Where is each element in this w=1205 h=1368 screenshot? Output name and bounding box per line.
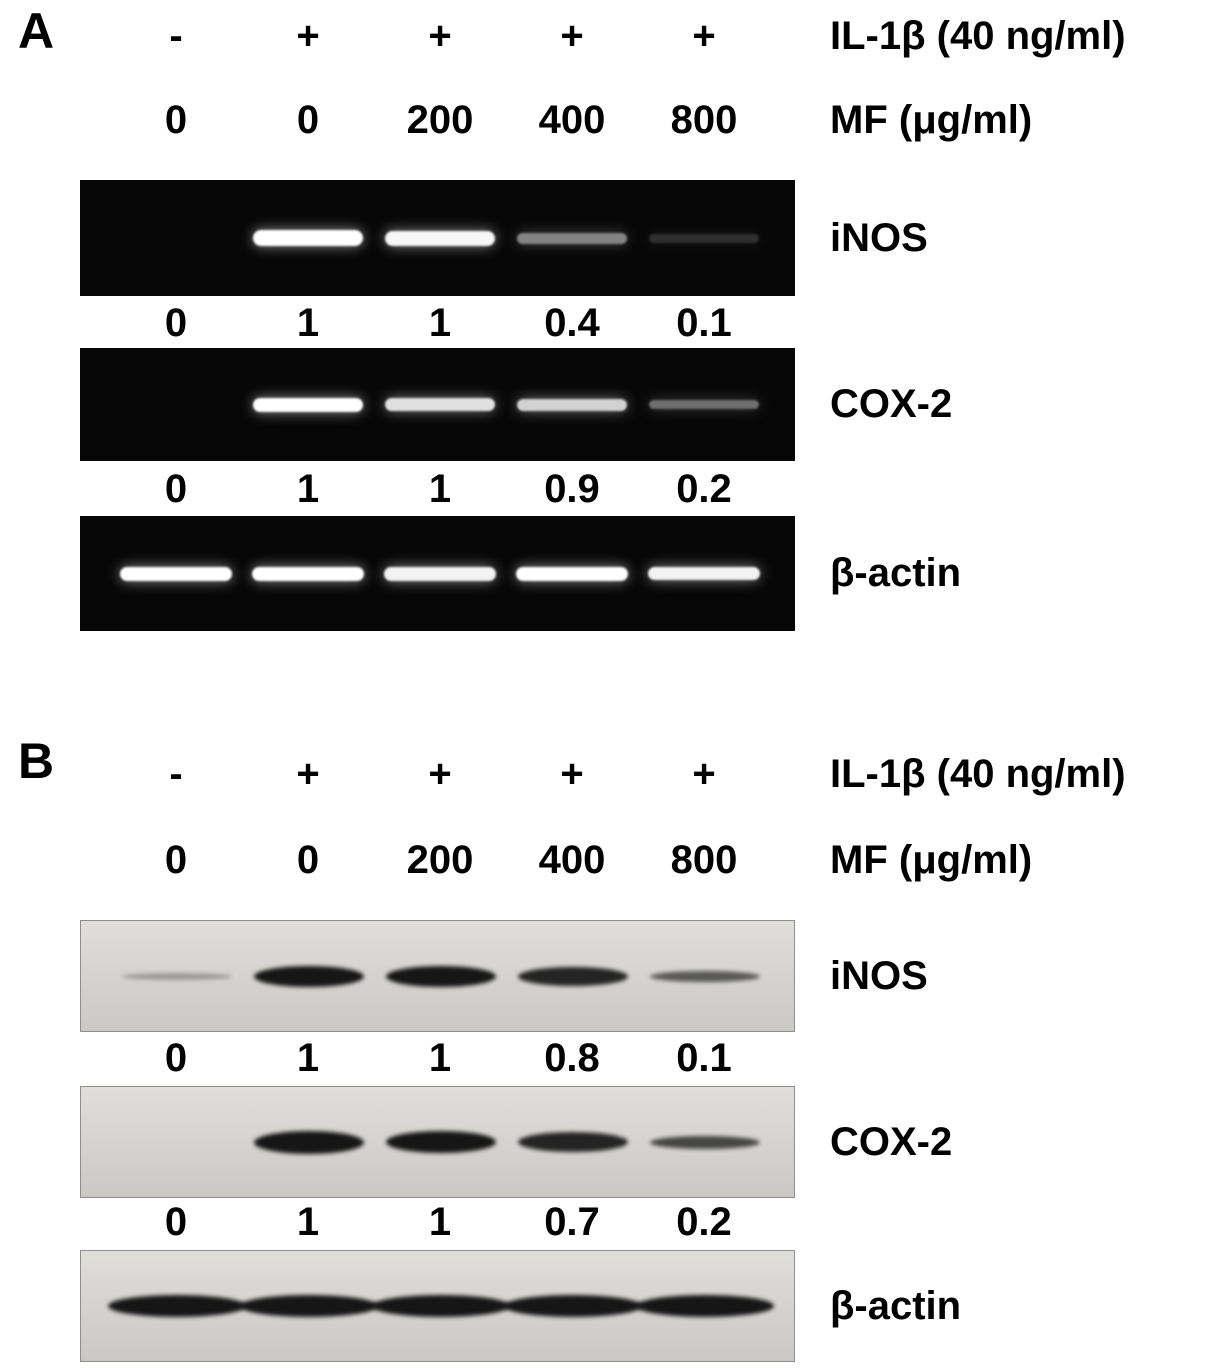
treatment-value: - [169, 14, 183, 58]
blot-label-cox2-a: COX-2 [830, 382, 953, 426]
gel-band [517, 398, 627, 411]
gel-band [386, 1131, 496, 1153]
gel-band [649, 400, 759, 409]
blot-label-cox2-b: COX-2 [830, 1120, 953, 1164]
dose-value: 0 [296, 838, 320, 882]
blot-label-bactin-b: β-actin [830, 1284, 962, 1328]
gel-band [384, 566, 496, 581]
quant-value: 0.9 [544, 467, 600, 511]
quant-values: 0 1 1 0.8 0.1 [110, 1038, 770, 1078]
quant-value: 0.2 [676, 1200, 732, 1244]
dose-value: 400 [538, 98, 606, 142]
dose-value: 200 [406, 838, 474, 882]
quant-value: 1 [296, 467, 320, 511]
il1b-row-label: IL-1β (40 ng/ml) [830, 14, 1126, 58]
treatment-value: + [692, 14, 716, 58]
quant-value: 0.7 [544, 1200, 600, 1244]
treatment-value: + [560, 752, 584, 796]
gel-band [650, 1135, 760, 1149]
quant-value: 0.8 [544, 1036, 600, 1080]
dose-value: 0 [296, 98, 320, 142]
gel-band [504, 1295, 642, 1317]
gel-image-inos-a [80, 180, 795, 296]
gel-band [108, 1295, 246, 1317]
gel-band [253, 230, 363, 246]
dose-value: 800 [670, 98, 738, 142]
panel-b-label: B [18, 733, 55, 789]
gel-band [648, 567, 760, 580]
mf-row-label: MF (μg/ml) [830, 838, 1033, 882]
blot-image-cox2-b [80, 1086, 795, 1198]
quant-values: 0 1 1 0.4 0.1 [110, 303, 770, 343]
quant-value: 0.1 [676, 301, 732, 345]
dose-value: 800 [670, 838, 738, 882]
gel-band [122, 972, 232, 980]
treatment-values: - + + + + [110, 16, 770, 56]
gel-band [516, 566, 628, 581]
treatment-value: + [428, 14, 452, 58]
treatment-value: + [692, 752, 716, 796]
quant-value: 1 [428, 1200, 452, 1244]
mf-row-label: MF (μg/ml) [830, 98, 1033, 142]
gel-band [240, 1295, 378, 1317]
gel-band [252, 566, 364, 581]
blot-image-inos-b [80, 920, 795, 1032]
gel-band [518, 966, 628, 986]
dose-value: 0 [164, 838, 188, 882]
treatment-value: + [560, 14, 584, 58]
gel-band [120, 566, 232, 581]
blot-label-inos-b: iNOS [830, 954, 928, 998]
quant-value: 1 [428, 301, 452, 345]
panel-a-label: A [18, 3, 55, 59]
gel-image-bactin-a [80, 516, 795, 631]
dose-values: 0 0 200 400 800 [110, 840, 770, 880]
quant-value: 0.4 [544, 301, 600, 345]
treatment-value: + [296, 752, 320, 796]
gel-image-cox2-a [80, 348, 795, 461]
treatment-value: + [428, 752, 452, 796]
quant-value: 0.2 [676, 467, 732, 511]
quant-value: 0 [164, 1036, 188, 1080]
gel-band [253, 397, 363, 412]
dose-value: 400 [538, 838, 606, 882]
quant-value: 1 [428, 467, 452, 511]
quant-values: 0 1 1 0.7 0.2 [110, 1202, 770, 1242]
il1b-row-label: IL-1β (40 ng/ml) [830, 752, 1126, 796]
gel-band [372, 1295, 510, 1317]
gel-band [385, 230, 495, 246]
gel-band [254, 1130, 364, 1154]
gel-band [650, 970, 760, 982]
blot-image-bactin-b [80, 1250, 795, 1362]
treatment-value: + [296, 14, 320, 58]
gel-band [517, 232, 627, 244]
dose-value: 200 [406, 98, 474, 142]
gel-band [254, 965, 364, 987]
quant-value: 1 [296, 1036, 320, 1080]
treatment-values: - + + + + [110, 754, 770, 794]
quant-value: 0.1 [676, 1036, 732, 1080]
gel-band [636, 1295, 774, 1317]
treatment-value: - [169, 752, 183, 796]
blot-label-inos-a: iNOS [830, 216, 928, 260]
gel-band [385, 398, 495, 411]
quant-value: 0 [164, 301, 188, 345]
quant-value: 1 [296, 1200, 320, 1244]
quant-value: 1 [296, 301, 320, 345]
dose-value: 0 [164, 98, 188, 142]
gel-band [518, 1132, 628, 1152]
gel-band [386, 965, 496, 987]
quant-value: 0 [164, 467, 188, 511]
dose-values: 0 0 200 400 800 [110, 100, 770, 140]
gel-band [649, 233, 759, 243]
quant-value: 0 [164, 1200, 188, 1244]
blot-label-bactin-a: β-actin [830, 551, 962, 595]
quant-value: 1 [428, 1036, 452, 1080]
quant-values: 0 1 1 0.9 0.2 [110, 469, 770, 509]
